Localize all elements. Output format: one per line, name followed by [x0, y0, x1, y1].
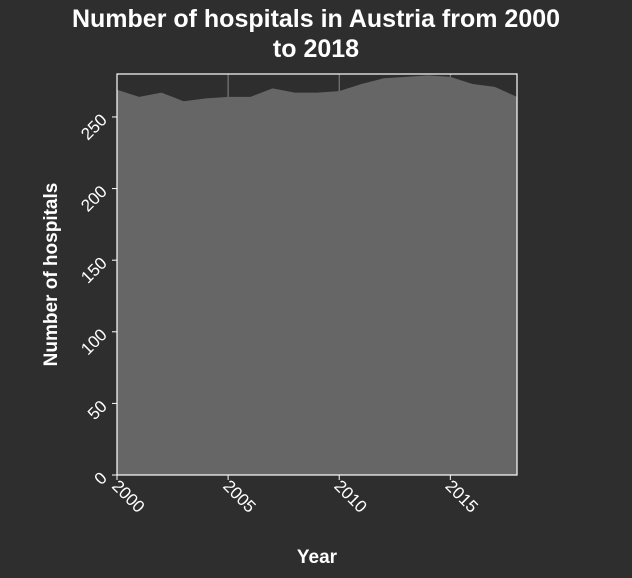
- y-tick-label: 250: [77, 110, 110, 143]
- plot-frame: [116, 73, 518, 476]
- y-tick-label: 150: [77, 254, 110, 287]
- x-tick-label: 2015: [442, 476, 482, 516]
- y-tick-label: 0: [91, 468, 111, 488]
- y-axis-title: Number of hospitals: [41, 183, 62, 367]
- x-tick-label: 2000: [108, 476, 148, 516]
- x-tick-label: 2005: [219, 476, 259, 516]
- chart-title-line-2: to 2018: [272, 35, 360, 63]
- chart-title: Number of hospitals in Austria from 2000…: [0, 4, 632, 64]
- y-tick-label: 100: [77, 325, 110, 358]
- area-series: [117, 75, 517, 476]
- y-tick-label: 200: [77, 182, 110, 215]
- chart-title-line-1: Number of hospitals in Austria from 2000: [71, 5, 561, 33]
- y-tick-label: 50: [84, 397, 111, 424]
- x-axis-title: Year: [297, 547, 338, 568]
- x-tick-label: 2010: [330, 476, 370, 516]
